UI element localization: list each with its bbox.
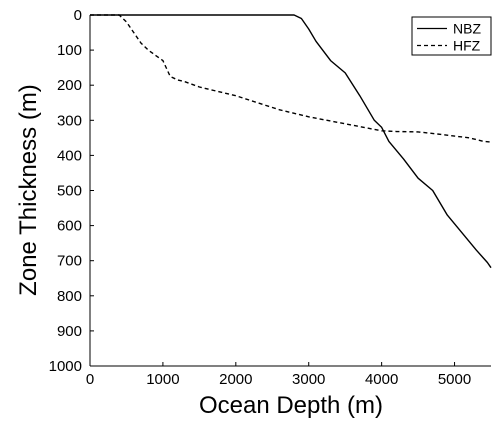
y-tick-label: 0 bbox=[74, 7, 82, 24]
x-tick-label: 3000 bbox=[292, 371, 325, 388]
x-tick-label: 1000 bbox=[146, 371, 179, 388]
y-tick-label: 300 bbox=[57, 112, 82, 129]
series-line-nbz bbox=[90, 14, 492, 269]
legend-box bbox=[411, 16, 492, 56]
y-tick-label: 500 bbox=[57, 183, 82, 200]
series-layer bbox=[90, 14, 492, 269]
y-tick-label: 900 bbox=[57, 323, 82, 340]
y-axis-title: Zone Thickness (m) bbox=[15, 84, 42, 296]
x-tick-label: 4000 bbox=[365, 371, 398, 388]
y-tick-label: 1000 bbox=[49, 358, 82, 375]
y-tick-label: 100 bbox=[57, 42, 82, 59]
x-tick-label: 2000 bbox=[219, 371, 252, 388]
legend-label-hfz: HFZ bbox=[453, 38, 481, 54]
y-tick-label: 600 bbox=[57, 218, 82, 235]
y-tick-label: 700 bbox=[57, 253, 82, 270]
legend: NBZ HFZ bbox=[411, 16, 492, 56]
y-tick-label: 200 bbox=[57, 77, 82, 94]
legend-label-nbz: NBZ bbox=[453, 21, 481, 37]
y-tick-label: 400 bbox=[57, 147, 82, 164]
x-tick-label: 5000 bbox=[438, 371, 471, 388]
x-tick-label: 0 bbox=[86, 371, 94, 388]
series-line-hfz bbox=[90, 14, 492, 143]
x-axis-title: Ocean Depth (m) bbox=[199, 392, 383, 419]
y-tick-label: 800 bbox=[57, 288, 82, 305]
